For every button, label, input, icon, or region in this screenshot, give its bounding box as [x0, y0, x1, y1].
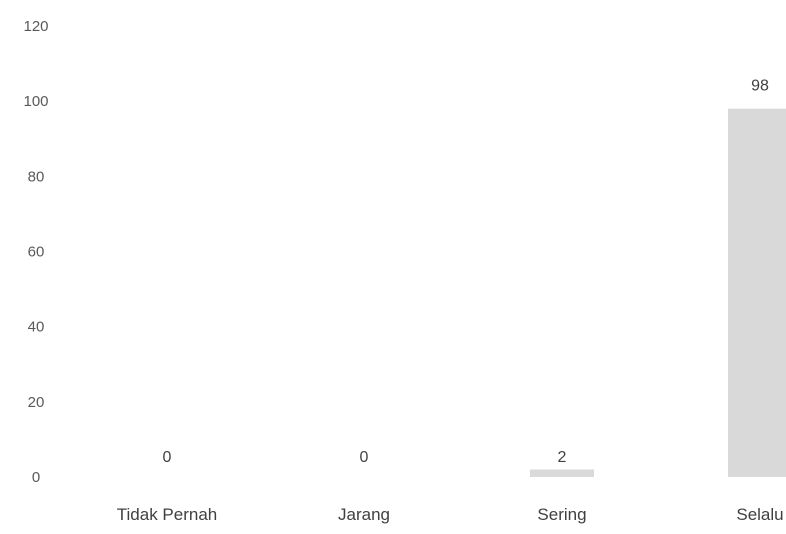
category-label: Sering: [537, 505, 586, 524]
bar-selalu: [728, 108, 786, 477]
y-axis-ticks: 0 20 40 60 80 100 120: [23, 18, 48, 486]
bar-sering: [530, 469, 594, 477]
y-tick-label: 60: [28, 244, 45, 261]
data-labels: 0 0 2 98: [163, 78, 769, 466]
data-label: 98: [751, 78, 769, 95]
y-tick-label: 0: [32, 469, 40, 486]
category-label: Selalu: [736, 505, 783, 524]
category-labels: Tidak Pernah Jarang Sering Selalu: [117, 505, 784, 524]
category-label: Tidak Pernah: [117, 505, 217, 524]
y-tick-label: 120: [23, 18, 48, 35]
y-tick-label: 80: [28, 168, 45, 185]
y-tick-label: 20: [28, 394, 45, 411]
category-label: Jarang: [338, 505, 390, 524]
bars: [135, 108, 786, 478]
y-tick-label: 40: [28, 319, 45, 336]
y-tick-label: 100: [23, 93, 48, 110]
data-label: 0: [360, 449, 369, 466]
data-label: 2: [558, 449, 567, 466]
data-label: 0: [163, 449, 172, 466]
